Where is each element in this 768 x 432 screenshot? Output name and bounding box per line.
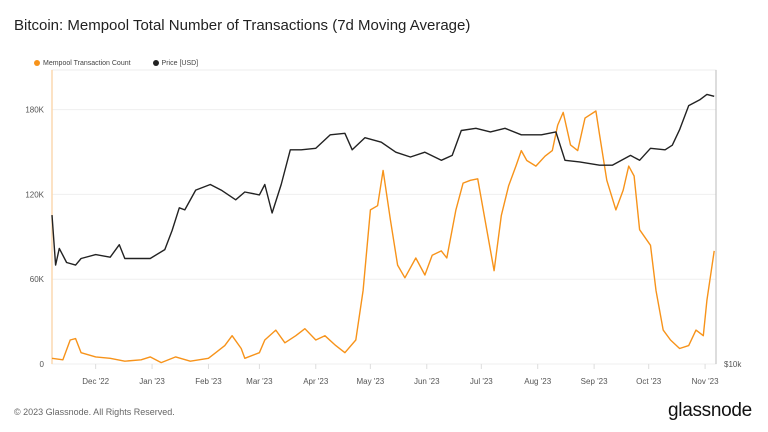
x-tick-label: May '23 xyxy=(356,377,384,386)
mempool-series-line xyxy=(51,110,715,364)
plot-frame xyxy=(51,69,717,365)
x-tick-label: Dec '22 xyxy=(82,377,109,386)
y-tick-label: 120K xyxy=(25,190,44,199)
y-tick-label: 60K xyxy=(30,275,45,284)
y-tick-label: 180K xyxy=(25,106,44,115)
orange-dot-icon xyxy=(34,60,40,66)
x-tick-label: Apr '23 xyxy=(303,377,329,386)
x-tick-label: Mar '23 xyxy=(246,377,273,386)
legend: Mempool Transaction Count Price [USD] xyxy=(34,60,198,67)
x-tick-label: Feb '23 xyxy=(195,377,222,386)
black-dot-icon xyxy=(152,60,159,66)
legend-item-mempool[interactable]: Mempool Transaction Count xyxy=(34,60,131,67)
x-tick-label: Jan '23 xyxy=(139,377,165,386)
copyright: © 2023 Glassnode. All Rights Reserved. xyxy=(14,407,175,417)
y-tick-label: 0 xyxy=(40,360,45,369)
x-tick-label: Sep '23 xyxy=(581,377,608,386)
x-tick-label: Oct '23 xyxy=(636,377,662,386)
glassnode-logo: glassnode xyxy=(668,400,752,421)
y-right-tick-label: $10k xyxy=(724,360,742,369)
x-tick-label: Jun '23 xyxy=(414,377,440,386)
price-series-line xyxy=(51,93,715,266)
x-tick-label: Jul '23 xyxy=(470,377,493,386)
chart-title: Bitcoin: Mempool Total Number of Transac… xyxy=(14,17,471,34)
x-tick-label: Aug '23 xyxy=(524,377,551,386)
legend-label: Mempool Transaction Count xyxy=(43,60,131,67)
x-tick-label: Nov '23 xyxy=(692,377,719,386)
legend-label: Price [USD] xyxy=(161,60,199,67)
legend-item-price[interactable]: Price [USD] xyxy=(152,60,199,67)
